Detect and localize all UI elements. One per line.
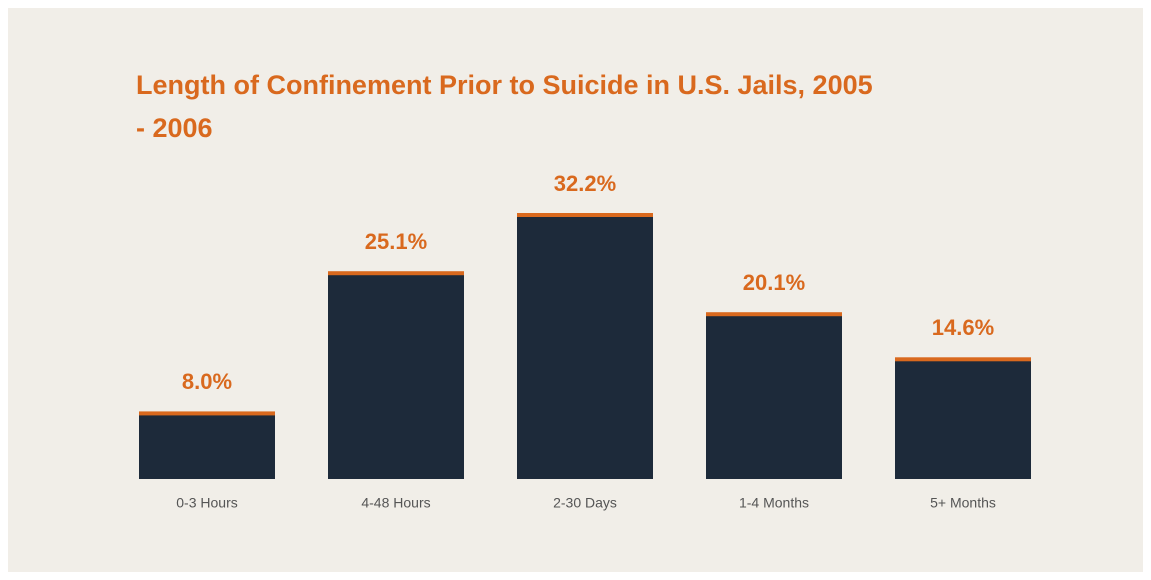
value-label: 14.6%: [932, 315, 994, 340]
chart-title: Length of Confinement Prior to Suicide i…: [136, 70, 873, 143]
x-tick-label: 1-4 Months: [739, 495, 809, 511]
value-label: 25.1%: [365, 229, 427, 254]
value-label: 8.0%: [182, 369, 232, 394]
bar: [706, 314, 842, 479]
bar-cap: [139, 411, 275, 416]
value-label: 32.2%: [554, 171, 616, 196]
x-tick-label: 2-30 Days: [553, 495, 617, 511]
x-tick-label: 5+ Months: [930, 495, 996, 511]
bar: [139, 413, 275, 479]
bar: [895, 359, 1031, 479]
x-tick-label: 4-48 Hours: [361, 495, 430, 511]
bar-cap: [328, 271, 464, 276]
bar-cap: [517, 213, 653, 217]
bar-cap: [706, 312, 842, 317]
value-label: 20.1%: [743, 270, 805, 295]
bar: [328, 273, 464, 479]
bar: [517, 215, 653, 479]
bar-cap: [895, 357, 1031, 362]
x-tick-label: 0-3 Hours: [176, 495, 237, 511]
